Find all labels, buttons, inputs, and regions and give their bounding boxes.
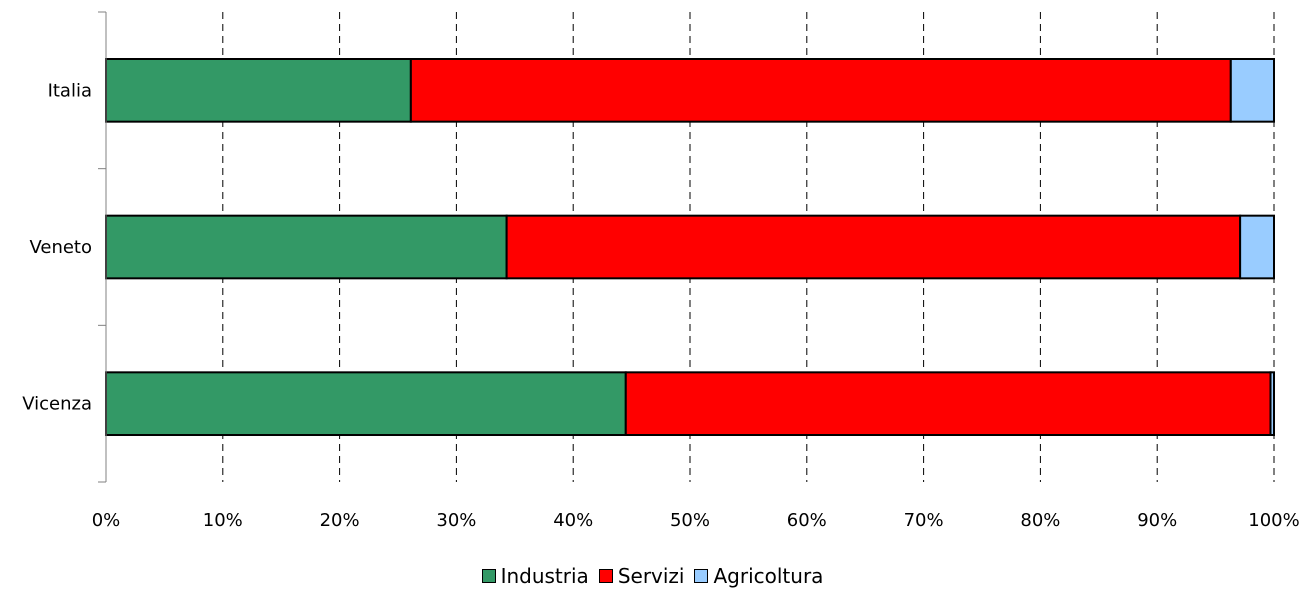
x-tick-label: 60%: [787, 510, 827, 531]
legend-item-agricoltura: Agricoltura: [694, 564, 823, 588]
legend-swatch-industria: [481, 569, 496, 583]
x-tick-label: 30%: [436, 510, 476, 531]
y-tick-label: Italia: [48, 80, 92, 101]
legend-label-servizi: Servizi: [617, 564, 685, 588]
x-tick-label: 20%: [320, 510, 360, 531]
x-tick-label: 10%: [203, 510, 243, 531]
x-tick-label: 0%: [92, 510, 121, 531]
bar-segment-agricoltura-vicenza: [1269, 371, 1275, 437]
bar-segment-servizi-veneto: [505, 214, 1242, 280]
x-tick-label: 50%: [670, 510, 710, 531]
bar-segment-servizi-italia: [409, 58, 1232, 123]
legend-item-servizi: Servizi: [598, 564, 685, 588]
legend-label-industria: Industria: [500, 564, 589, 588]
bar-segment-agricoltura-veneto: [1239, 214, 1276, 280]
bars: [105, 58, 1276, 437]
legend-item-industria: Industria: [481, 564, 589, 588]
bar-segment-industria-veneto: [105, 214, 508, 280]
x-tick-label: 90%: [1137, 510, 1177, 531]
legend: Industria Servizi Agricoltura: [0, 564, 1305, 588]
axes: [98, 11, 107, 483]
legend-swatch-servizi: [598, 569, 613, 583]
y-tick-label: Veneto: [29, 237, 92, 258]
x-tick-label: 40%: [553, 510, 593, 531]
bar-segment-industria-italia: [105, 58, 412, 123]
x-tick-label: 100%: [1248, 510, 1299, 531]
legend-label-agricoltura: Agricoltura: [713, 564, 824, 588]
bar-segment-servizi-vicenza: [624, 371, 1272, 437]
legend-swatch-agricoltura: [694, 569, 709, 583]
x-tick-label: 80%: [1020, 510, 1060, 531]
bar-segment-agricoltura-italia: [1229, 58, 1276, 123]
bar-segment-industria-vicenza: [105, 371, 627, 437]
x-tick-label: 70%: [904, 510, 944, 531]
tick-labels: 0% 10% 20% 30% 40% 50% 60% 70% 80% 90% 100% Italia V…: [22, 80, 1300, 531]
y-tick-label: Vicenza: [22, 394, 92, 415]
